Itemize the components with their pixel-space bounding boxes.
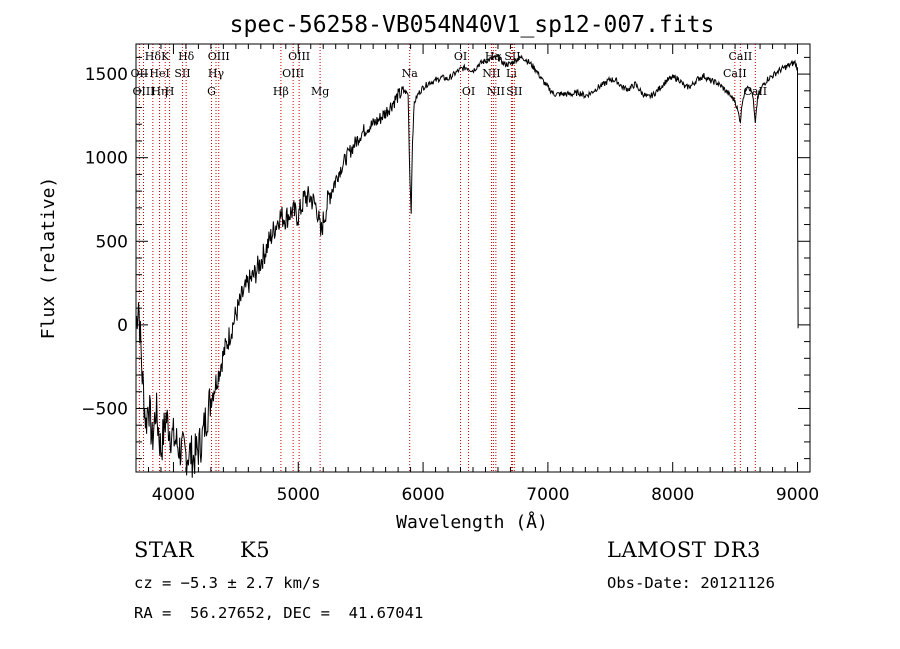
marker-label: CaII	[723, 67, 747, 80]
marker-label: CaII	[729, 50, 753, 63]
marker-label: Li	[506, 67, 517, 80]
obs-date-text: Obs-Date: 20121126	[607, 574, 775, 592]
x-tick-label: 6000	[401, 485, 444, 505]
object-class: STAR	[134, 538, 195, 562]
marker-label: OI	[454, 50, 467, 63]
marker-label: Hδ	[178, 50, 195, 63]
x-tick-label: 8000	[651, 485, 694, 505]
marker-label: OIII	[282, 67, 304, 80]
marker-label: G	[207, 85, 216, 98]
x-tick-label: 9000	[776, 485, 819, 505]
marker-label: SII	[506, 85, 522, 98]
marker-label: Na	[402, 67, 419, 80]
marker-label: Hγ	[208, 67, 225, 80]
series-layer	[135, 54, 799, 478]
object-subclass: K5	[240, 538, 271, 562]
y-tick-label: −500	[81, 399, 128, 419]
marker-label: OII	[131, 67, 149, 80]
axis-ticks: 4000 5000 6000 7000 8000 9000 −500 0 500 1000 1500	[81, 44, 819, 505]
x-tick-label: 7000	[526, 485, 569, 505]
marker-label: NII	[482, 67, 500, 80]
x-tick-label: 4000	[152, 485, 195, 505]
coords-text: RA = 56.27652, DEC = 41.67041	[134, 604, 424, 622]
marker-label: HeI	[149, 67, 169, 80]
marker-label: Hη	[151, 85, 167, 98]
y-axis-label: Flux (relative)	[38, 177, 59, 340]
line-markers: Hδ OII OIII HeI Hη K SII H Hδ OIII Hγ G Hβ OIII OIII Mg…	[131, 44, 767, 472]
plot-frame	[135, 43, 811, 473]
marker-label: K	[161, 50, 170, 63]
y-tick-label: 1500	[85, 65, 128, 85]
redshift-text: cz = −5.3 ± 2.7 km/s	[134, 574, 321, 592]
marker-label: Hδ	[145, 50, 162, 63]
marker-label: OI	[462, 85, 475, 98]
series-line	[135, 54, 799, 478]
marker-label: H	[165, 85, 175, 98]
marker-label: OIII	[208, 50, 230, 63]
marker-label: Hβ	[273, 85, 289, 98]
chart-title: spec-56258-VB054N40V1_sp12-007.fits	[230, 12, 715, 38]
survey-name: LAMOST DR3	[607, 538, 761, 562]
y-tick-label: 1000	[85, 149, 128, 169]
marker-label: SII	[174, 67, 190, 80]
x-tick-label: 5000	[277, 485, 320, 505]
marker-label: NII	[487, 85, 505, 98]
marker-label: OIII	[132, 85, 154, 98]
marker-label: Mg	[311, 85, 329, 98]
x-axis-label: Wavelength (Å)	[396, 511, 548, 533]
marker-label: OIII	[288, 50, 310, 63]
y-tick-label: 0	[117, 316, 128, 336]
y-tick-label: 500	[96, 232, 128, 252]
